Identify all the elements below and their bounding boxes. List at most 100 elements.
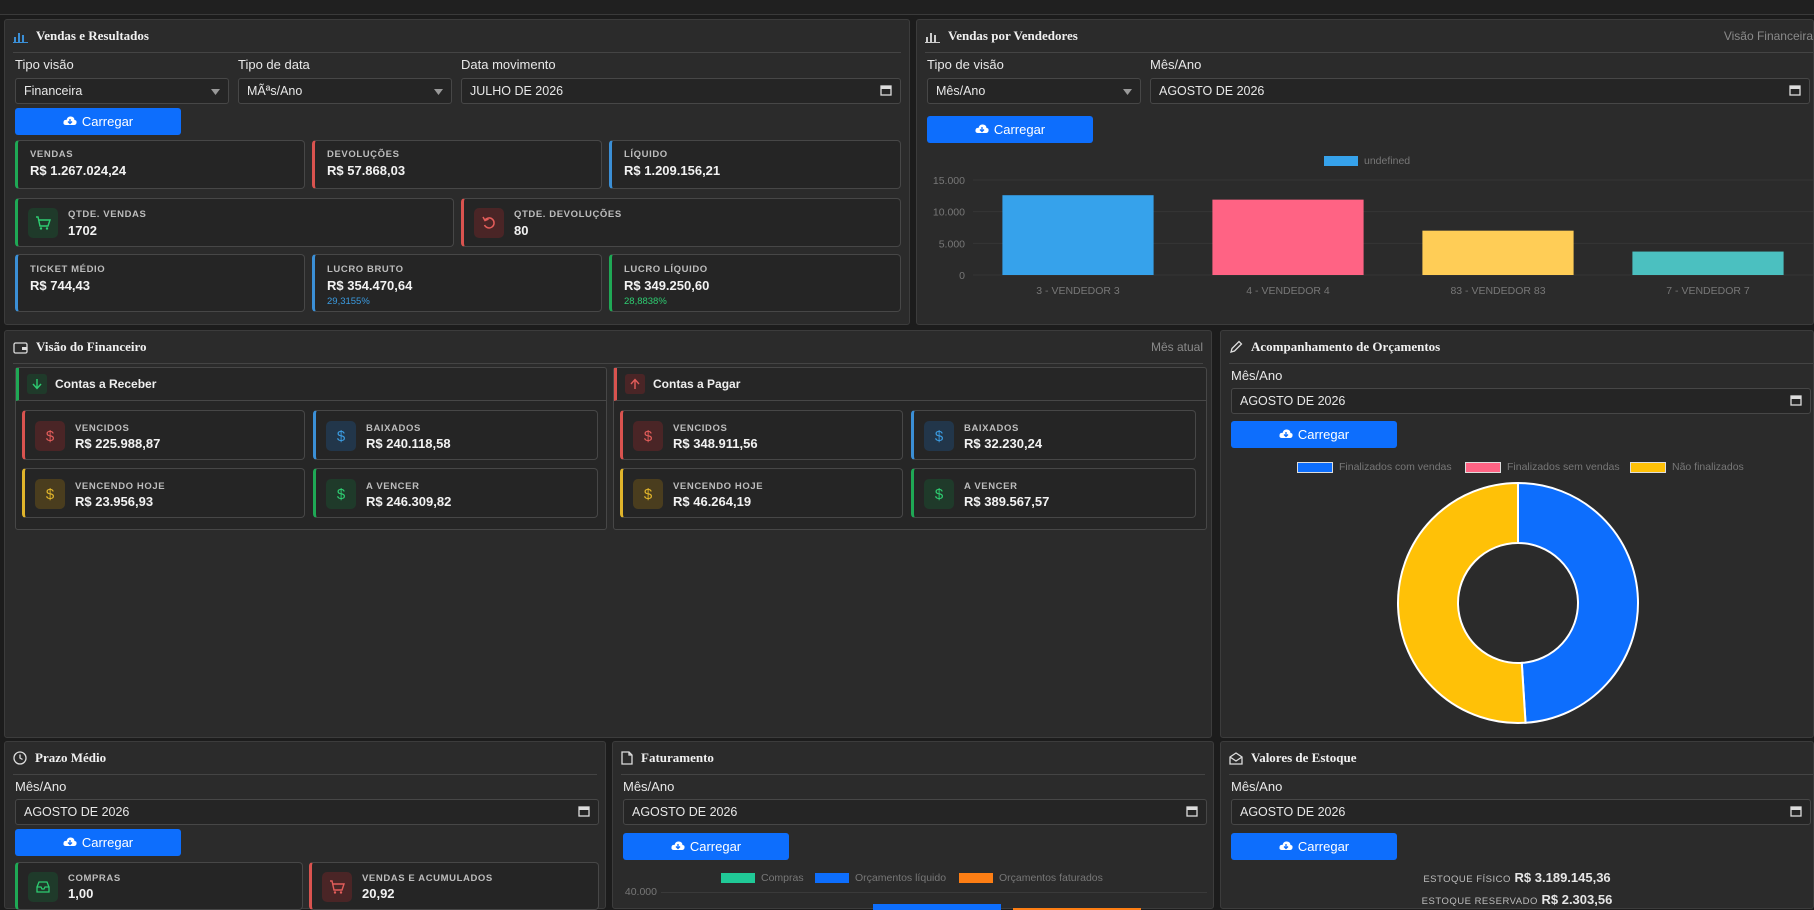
faturamento-mes-input[interactable]: AGOSTO DE 2026: [623, 799, 1207, 825]
orcamentos-carregar-button[interactable]: Carregar: [1231, 421, 1397, 448]
calendar-icon[interactable]: [1790, 805, 1802, 820]
orcamentos-mes-input[interactable]: AGOSTO DE 2026: [1231, 388, 1811, 414]
calendar-icon[interactable]: [1186, 805, 1198, 820]
mes-ano-value: AGOSTO DE 2026: [24, 805, 130, 819]
vendas-carregar-button[interactable]: Carregar: [15, 108, 181, 135]
vendedores-tipo-visao-select[interactable]: Mês/Ano: [927, 78, 1141, 104]
kpi-value: R$ 354.470,64: [327, 278, 413, 293]
kpi-qtde-vendas: QTDE. VENDAS 1702: [15, 198, 454, 247]
dollar-icon: $: [326, 421, 356, 451]
legend-swatch: [815, 873, 849, 883]
stat-value: 1,00: [68, 886, 94, 901]
vendedor-bar[interactable]: [1422, 230, 1574, 275]
legend-label: Não finalizados: [1672, 461, 1744, 473]
carregar-label: Carregar: [1297, 427, 1350, 442]
donut-slice[interactable]: [1517, 481, 1639, 724]
vendedor-bar[interactable]: [1002, 195, 1154, 275]
donut-slice[interactable]: [1396, 481, 1527, 724]
cloud-download-icon: [63, 835, 77, 850]
kpi-value: R$ 57.868,03: [327, 163, 406, 178]
kpi-percent: 28,8838%: [624, 296, 667, 307]
x-category-label: 7 - VENDEDOR 7: [1666, 285, 1750, 297]
legend-label: Compras: [761, 872, 804, 884]
data-movimento-label: Data movimento: [461, 57, 556, 72]
estoque-mes-input[interactable]: AGOSTO DE 2026: [1231, 799, 1811, 825]
vendedor-bar[interactable]: [1632, 251, 1784, 275]
dollar-icon: $: [35, 421, 65, 451]
carregar-label: Carregar: [1297, 839, 1350, 854]
faturamento-legend-2: Orçamentos líquido: [815, 872, 946, 884]
y-tick-label: 0: [959, 270, 965, 282]
cart-icon: [28, 208, 58, 238]
mes-ano-label: Mês/Ano: [1231, 779, 1283, 794]
mes-ano-label: Mês/Ano: [623, 779, 675, 794]
x-category-label: 4 - VENDEDOR 4: [1246, 285, 1330, 297]
stat-value: R$ 246.309,82: [366, 494, 452, 509]
stat-label: BAIXADOS: [366, 423, 421, 434]
legend-swatch: [1630, 461, 1666, 473]
kpi-value: 80: [514, 223, 529, 238]
legend-swatch: [959, 873, 993, 883]
pencil-icon: [1229, 340, 1243, 354]
tipo-visao-label: Tipo de visão: [927, 57, 1004, 72]
faturamento-legend-1: Compras: [721, 872, 804, 884]
calendar-icon[interactable]: [578, 805, 590, 820]
contas-receber-title: Contas a Receber: [55, 377, 157, 391]
estoque-header: Valores de Estoque: [1229, 742, 1813, 775]
mes-ano-label: Mês/Ano: [15, 779, 67, 794]
prazo-carregar-button[interactable]: Carregar: [15, 829, 181, 856]
legend-label: Orçamentos líquido: [855, 872, 947, 884]
stat-value: R$ 240.118,58: [366, 436, 451, 451]
kpi-percent: 29,3155%: [327, 296, 370, 307]
vendedor-bar[interactable]: [1212, 199, 1364, 275]
arrow-down-icon: [27, 374, 47, 394]
legend-swatch: [1297, 461, 1333, 473]
mes-ano-value: AGOSTO DE 2026: [1240, 394, 1346, 408]
estoque-carregar-button[interactable]: Carregar: [1231, 833, 1397, 860]
faturamento-legend-3: Orçamentos faturados: [959, 872, 1103, 884]
contas-pagar-header: Contas a Pagar: [614, 368, 1206, 401]
vendedores-bar-chart: 15.000 10.000 5.000 0 3 - VENDEDOR 3 4 - VEND…: [933, 175, 1813, 297]
mes-ano-value: AGOSTO DE 2026: [1159, 84, 1265, 98]
vendedores-title: Vendas por Vendedores: [948, 28, 1078, 43]
tipo-visao-select[interactable]: Financeira: [15, 78, 229, 104]
vendedores-carregar-button[interactable]: Carregar: [927, 116, 1093, 143]
mes-atual-label: Mês atual: [1150, 340, 1203, 354]
stat-label: VENDAS E ACUMULADOS: [362, 873, 493, 884]
financeiro-card: Visão do Financeiro Mês atual Contas a R…: [4, 330, 1212, 738]
legend-label: undefined: [1364, 155, 1411, 167]
tipo-visao-label: Tipo visão: [15, 57, 74, 72]
legend-swatch: [721, 873, 755, 883]
prazo-vendas: VENDAS E ACUMULADOS 20,92: [309, 862, 599, 910]
legend-swatch: [1465, 461, 1501, 473]
orcamentos-donut-chart: [1396, 481, 1639, 724]
stat-value: R$ 23.956,93: [75, 494, 154, 509]
calendar-icon[interactable]: [1790, 394, 1802, 409]
estoque-fisico-value: R$ 3.189.145,36: [1514, 870, 1611, 885]
kpi-liquido: LÍQUIDO R$ 1.209.156,21: [609, 140, 901, 189]
orcamentos-legend-3: Não finalizados: [1630, 461, 1744, 473]
financeiro-title: Visão do Financeiro: [36, 339, 147, 354]
tipo-visao-value: Mês/Ano: [936, 84, 986, 98]
kpi-label: DEVOLUÇÕES: [327, 149, 400, 160]
receber-baixados: $ BAIXADOS R$ 240.118,58: [313, 410, 598, 460]
calendar-icon[interactable]: [1789, 84, 1801, 99]
calendar-icon[interactable]: [880, 84, 892, 99]
cloud-download-icon: [63, 114, 77, 129]
prazo-title: Prazo Médio: [35, 750, 107, 765]
vendedores-mes-input[interactable]: AGOSTO DE 2026: [1150, 78, 1810, 104]
data-movimento-input[interactable]: JULHO DE 2026: [461, 78, 901, 104]
estoque-reservado-value: R$ 2.303,56: [1541, 892, 1613, 907]
chart-legend: undefined: [1324, 155, 1410, 167]
receber-a-vencer: $ A VENCER R$ 246.309,82: [313, 468, 598, 518]
kpi-value: 1702: [68, 223, 97, 238]
faturamento-carregar-button[interactable]: Carregar: [623, 833, 789, 860]
contas-receber-header: Contas a Receber: [16, 368, 606, 401]
kpi-value: R$ 1.209.156,21: [624, 163, 721, 178]
receber-vencendo-hoje: $ VENCENDO HOJE R$ 23.956,93: [22, 468, 305, 518]
orcamentos-header: Acompanhamento de Orçamentos: [1229, 331, 1813, 364]
clock-icon: [13, 751, 27, 765]
prazo-mes-input[interactable]: AGOSTO DE 2026: [15, 799, 599, 825]
tipo-data-select[interactable]: MÃªs/Ano: [238, 78, 452, 104]
vendas-card: Vendas e Resultados Tipo visão Financeir…: [4, 19, 910, 325]
